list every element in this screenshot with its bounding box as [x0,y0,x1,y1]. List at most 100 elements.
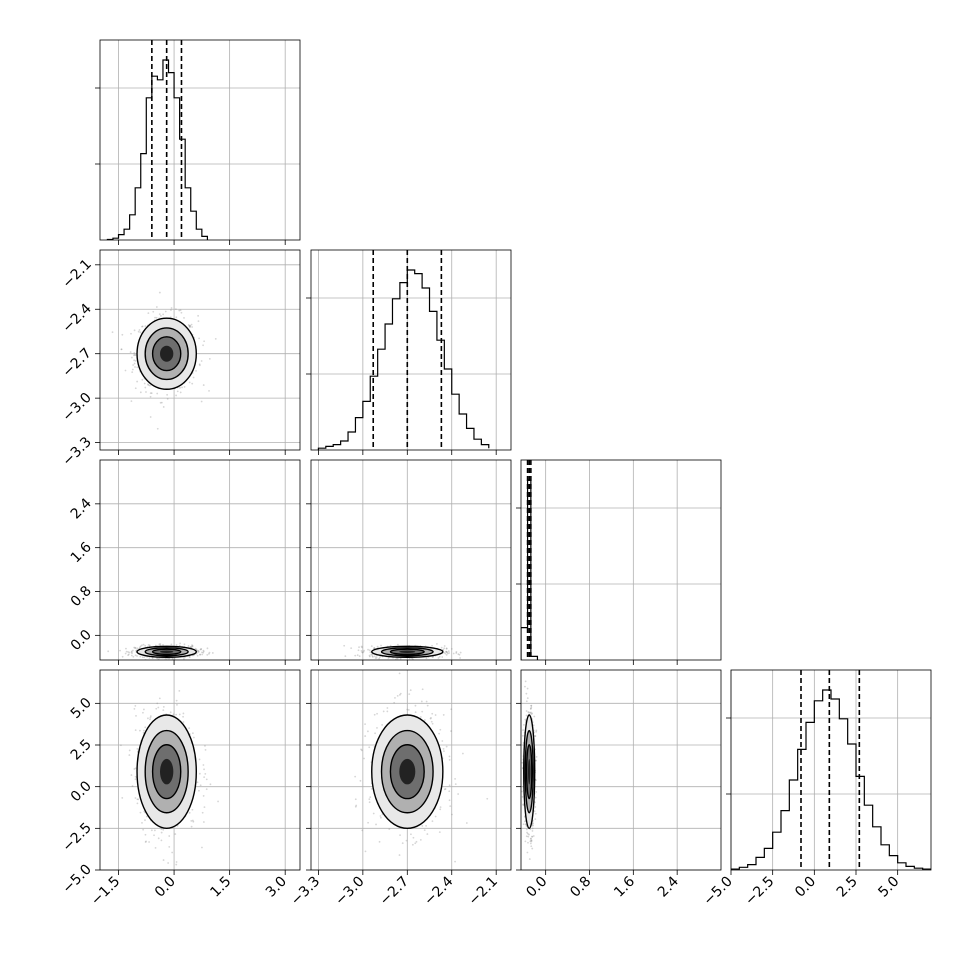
scatter-point [188,381,191,384]
scatter-point [381,724,384,726]
scatter-point [150,829,153,832]
scatter-point [134,359,137,362]
scatter-point [198,363,201,366]
scatter-point [374,732,376,735]
scatter-point [409,689,412,692]
y-tick-label: −5.0 [59,862,94,897]
scatter-point [421,688,424,691]
scatter-point [162,859,165,861]
scatter-point [376,712,378,715]
scatter-point [373,647,376,650]
scatter-point [150,392,153,395]
contour-1 [380,647,434,657]
scatter-point [442,648,445,651]
scatter-point [120,348,123,351]
scatter-point [531,827,534,830]
scatter-point [443,651,445,654]
scatter-point [191,808,194,811]
scatter-point [370,787,373,790]
scatter-point [430,720,433,723]
scatter-point [141,325,144,328]
scatter-point [531,835,534,838]
y-tick-label: −2.5 [59,820,94,855]
scatter-point [408,657,411,660]
scatter-point [203,768,205,771]
scatter-point [119,649,121,652]
scatter-point [157,837,160,840]
scatter-point [134,778,137,781]
scatter-point [200,651,203,654]
scatter-point [425,824,427,827]
scatter-point [529,707,532,710]
scatter-point [396,695,399,697]
scatter-point [179,391,182,394]
scatter-point [124,369,127,372]
scatter-point [378,656,381,659]
scatter-point [405,839,408,842]
scatter-point [361,646,363,649]
scatter-point [448,790,451,793]
scatter-point [197,650,200,653]
scatter-point [141,378,144,381]
scatter-point [179,309,182,312]
scatter-point [171,657,174,660]
scatter-point [188,727,191,729]
scatter-point [159,401,162,404]
scatter-point [141,821,143,824]
scatter-point [443,750,445,753]
scatter-point [369,796,372,798]
contour-2 [151,336,182,372]
scatter-point [394,696,396,699]
histogram-3 [731,689,931,870]
contour-2 [525,744,533,800]
scatter-point [127,651,130,653]
scatter-point [535,759,537,762]
panel-3-1 [306,669,512,875]
scatter-point [526,831,528,834]
scatter-point [198,758,201,761]
scatter-point [423,719,426,721]
scatter-point [451,813,453,816]
scatter-point [526,832,529,835]
scatter-point [522,729,524,731]
scatter-point [143,656,146,659]
scatter-point [532,824,535,827]
scatter-point [525,828,528,831]
scatter-point [121,655,124,658]
contour-2 [389,744,425,800]
scatter-point [360,649,363,652]
scatter-point [430,717,432,719]
scatter-point [130,332,132,335]
scatter-point [172,713,175,716]
scatter-point [364,850,367,853]
scatter-point [162,406,165,408]
scatter-point [364,723,366,726]
scatter-point [534,796,537,799]
scatter-point [356,654,359,657]
scatter-point [437,657,440,659]
scatter-point [121,333,124,336]
scatter-point [149,716,152,719]
scatter-point [134,647,137,650]
scatter-point [434,815,437,818]
scatter-point [142,643,145,646]
x-tick-label: 0.0 [152,874,179,901]
scatter-point [133,353,136,356]
scatter-point [192,376,195,379]
scatter-point [206,647,209,650]
scatter-point [445,651,448,653]
scatter-point [191,644,193,647]
scatter-point [162,643,164,646]
scatter-point [134,354,137,357]
scatter-point [145,840,147,843]
scatter-point [445,647,448,650]
scatter-point [154,316,156,319]
scatter-point [132,655,135,658]
scatter-point [199,653,202,656]
scatter-point [532,835,535,837]
y-tick-label: 2.4 [68,495,95,522]
scatter-point [521,761,524,764]
scatter-point [363,649,365,652]
scatter-point [145,815,148,818]
scatter-point [205,788,208,791]
